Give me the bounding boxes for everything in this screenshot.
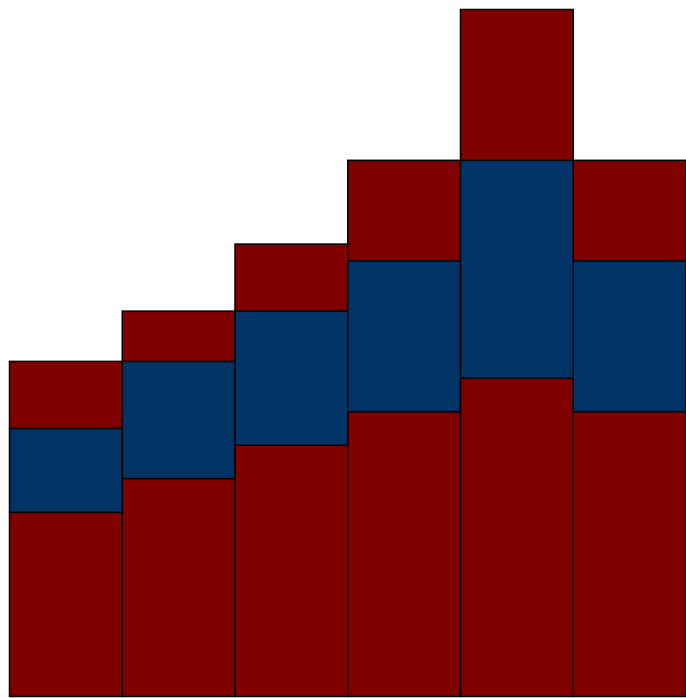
- bar-2-segment-3: [121, 310, 236, 363]
- bar-1-segment-3: [8, 360, 123, 430]
- bar-3-segment-1: [234, 444, 349, 698]
- bar-4-segment-3: [347, 159, 462, 262]
- bar-4-segment-1: [347, 410, 462, 698]
- bar-2-segment-2: [121, 360, 236, 480]
- bar-1-segment-1: [8, 511, 123, 698]
- bar-2-segment-1: [121, 477, 236, 698]
- bar-1-segment-2: [8, 427, 123, 513]
- bar-5-segment-1: [459, 377, 574, 698]
- bar-6-segment-3: [572, 159, 686, 262]
- bar-3-segment-3: [234, 243, 349, 312]
- bar-6-segment-2: [572, 260, 686, 413]
- bar-3-segment-2: [234, 310, 349, 446]
- bar-4-segment-2: [347, 260, 462, 413]
- bar-6-segment-1: [572, 410, 686, 698]
- bar-5-segment-2: [459, 159, 574, 379]
- bars-group: [8, 8, 686, 698]
- bar-5-segment-3: [459, 8, 574, 162]
